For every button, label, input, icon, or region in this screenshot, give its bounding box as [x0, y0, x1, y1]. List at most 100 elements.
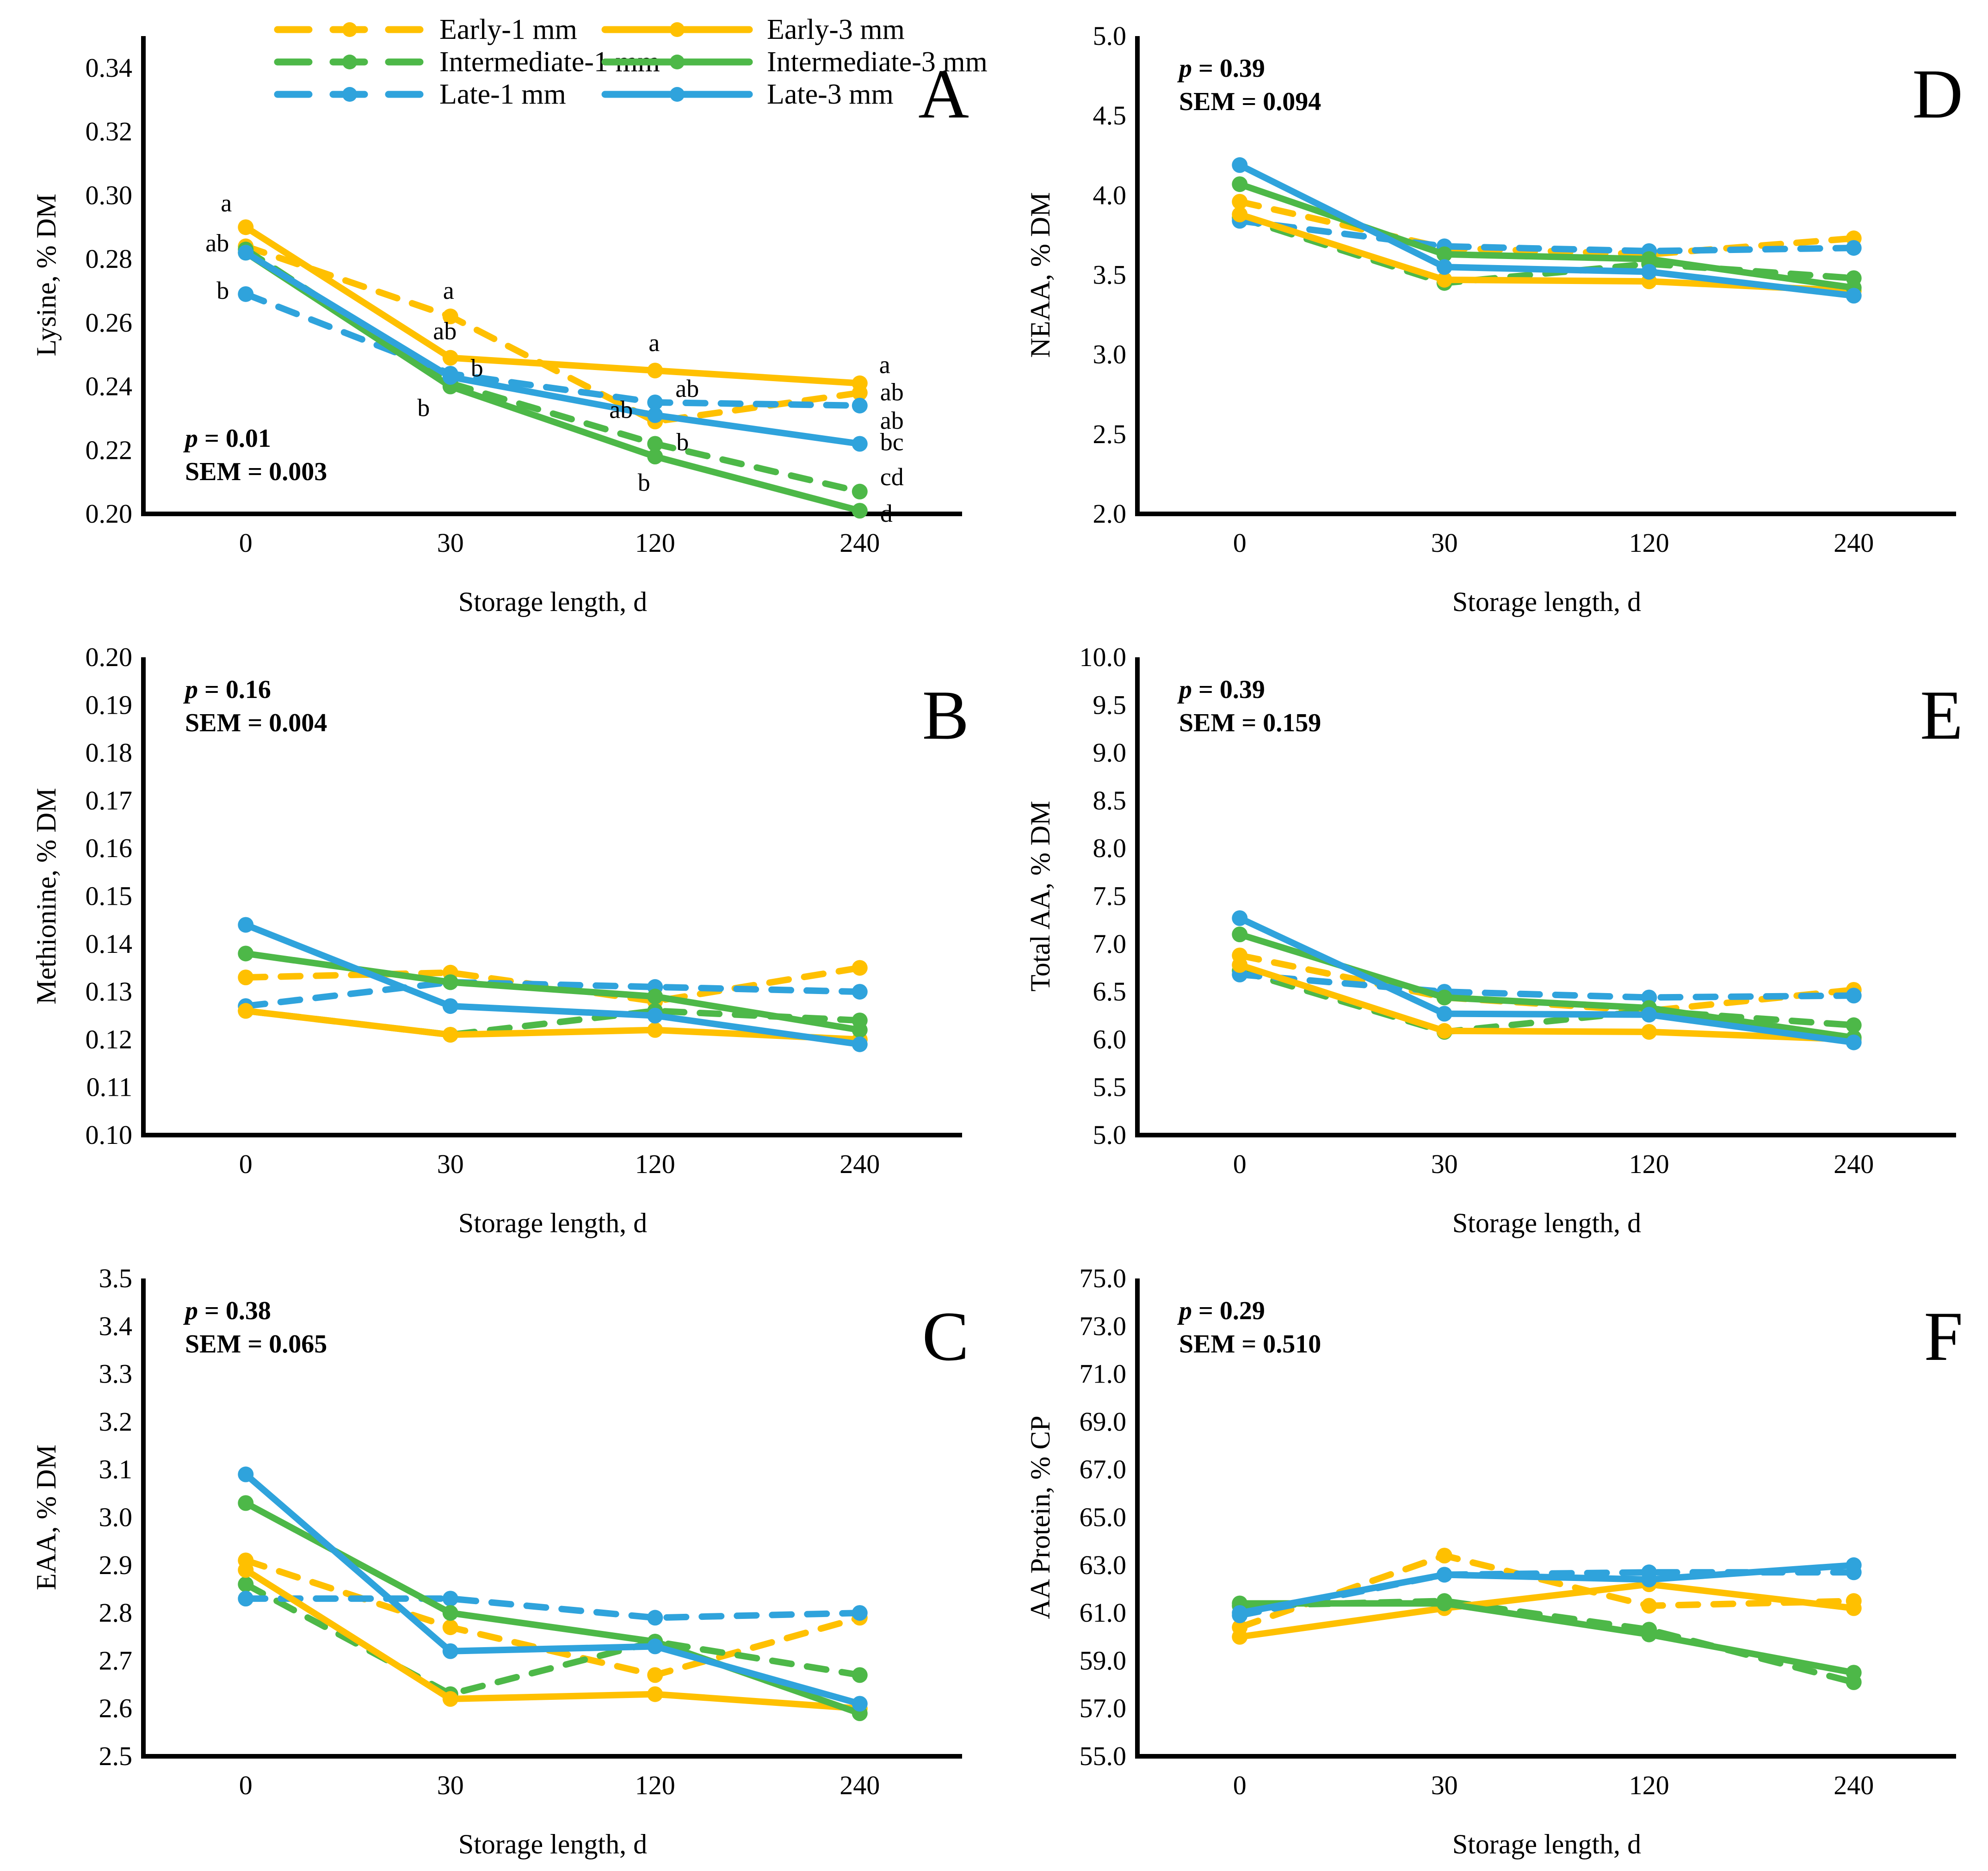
x-tick-labels: 0 30 120 240: [239, 1770, 880, 1800]
sig-letter: ab: [675, 375, 699, 402]
series-line-late-3-mm: [1236, 1562, 1857, 1617]
data-point-late-3-mm: [852, 436, 868, 452]
series-late-3-mm: [238, 917, 868, 1052]
legend-item-label: Late-1 mm: [439, 79, 566, 110]
p-value-label: p = 0.16: [183, 675, 271, 704]
p-value-label: p = 0.39: [1177, 675, 1265, 704]
data-point-intermediate-3-mm: [442, 1605, 458, 1621]
panel-total-aa: 10.0 9.5 9.0 8.5 8.0 7.5 7.0 6.5 6.0 5.5 5.0 0 30 120…: [1013, 629, 1988, 1250]
axes: [1135, 657, 1956, 1137]
sig-letter: d: [880, 500, 893, 527]
data-point-late-3-mm: [442, 1643, 458, 1659]
y-tick-label: 2.6: [99, 1693, 133, 1723]
y-tick-label: 71.0: [1080, 1359, 1127, 1389]
series-early-3-mm: [1232, 957, 1862, 1048]
sig-letter: cd: [880, 463, 904, 491]
panel-letter-f: F: [1924, 1297, 1963, 1375]
y-tick-label: 0.12: [86, 1024, 133, 1054]
x-tick-label: 0: [1233, 1149, 1247, 1179]
data-point-late-1-mm: [238, 1591, 254, 1607]
data-point-late-3-mm: [442, 369, 458, 385]
sig-letter: a: [443, 277, 454, 304]
axes: [141, 36, 962, 516]
y-tick-labels: 0.34 0.32 0.30 0.28 0.26 0.24 0.22 0.20: [86, 53, 133, 529]
y-tick-label: 73.0: [1080, 1311, 1127, 1341]
y-tick-labels: 10.0 9.5 9.0 8.5 8.0 7.5 7.0 6.5 6.0 5.5 5.0: [1080, 642, 1127, 1150]
data-point-early-1-mm: [1232, 194, 1248, 210]
y-tick-label: 61.0: [1080, 1598, 1127, 1628]
x-tick-label: 0: [239, 1770, 253, 1800]
y-tick-label: 0.34: [86, 53, 133, 83]
y-tick-label: 0.26: [86, 308, 133, 338]
data-point-early-3-mm: [238, 1003, 254, 1019]
sig-letter: bc: [880, 428, 904, 456]
sig-letter: a: [879, 351, 890, 379]
x-tick-labels: 0 30 120 240: [1233, 1149, 1874, 1179]
x-tick-label: 30: [1431, 1149, 1458, 1179]
data-point-late-1-mm: [442, 1591, 458, 1607]
series-line-late-3-mm: [242, 249, 863, 447]
y-axis-title: NEAA, % DM: [1025, 192, 1056, 358]
y-tick-labels: 5.0 4.5 4.0 3.5 3.0 2.5 2.0: [1093, 21, 1127, 529]
data-point-early-1-mm: [1436, 1548, 1452, 1564]
panel-aa-protein: 75.0 73.0 71.0 69.0 67.0 65.0 63.0 61.0 59.0 57.0…: [1013, 1250, 1988, 1871]
data-point-late-1-mm: [852, 984, 868, 1000]
data-point-intermediate-3-mm: [852, 1022, 868, 1038]
series-line-intermediate-3-mm: [1236, 1600, 1857, 1676]
x-tick-label: 0: [239, 1149, 253, 1179]
data-point-intermediate-3-mm: [1436, 1595, 1452, 1612]
data-point-early-3-mm: [647, 1022, 663, 1038]
x-tick-label: 30: [437, 1770, 464, 1800]
data-point-early-3-mm: [1232, 1629, 1248, 1645]
data-point-intermediate-3-mm: [1232, 926, 1248, 943]
y-tick-label: 0.17: [86, 785, 133, 815]
data-point-late-3-mm: [647, 407, 663, 423]
chart-methionine: 0.20 0.19 0.18 0.17 0.16 0.15 0.14 0.13 0.12 0.11…: [31, 642, 969, 1238]
panel-letter-e: E: [1920, 676, 1963, 754]
series-line-early-1-mm: [1236, 198, 1857, 258]
axes: [1135, 1278, 1956, 1759]
data-point-late-3-mm: [647, 1007, 663, 1024]
x-tick-labels: 0 30 120 240: [1233, 528, 1874, 558]
series-early-3-mm: [1232, 1576, 1862, 1645]
y-tick-label: 59.0: [1080, 1645, 1127, 1675]
sem-label: SEM = 0.510: [1179, 1330, 1321, 1358]
y-tick-label: 0.32: [86, 117, 133, 147]
series-line-intermediate-1-mm: [1236, 1598, 1857, 1686]
y-tick-label: 0.19: [86, 690, 133, 720]
legend-item-early-3-mm: Early-3 mm: [601, 14, 905, 45]
data-point-intermediate-3-mm: [238, 945, 254, 962]
x-tick-labels: 0 30 120 240: [1233, 1770, 1874, 1800]
panel-methionine: 0.20 0.19 0.18 0.17 0.16 0.15 0.14 0.13 0.12 0.11…: [19, 629, 1013, 1250]
y-tick-label: 0.11: [86, 1072, 132, 1102]
data-point-late-3-mm: [852, 1696, 868, 1712]
p-value-label: p = 0.01: [183, 424, 271, 453]
data-point-early-1-mm: [442, 1619, 458, 1636]
data-point-intermediate-1-mm: [647, 436, 663, 452]
series-line-late-1-mm: [242, 979, 863, 1010]
y-axis-title: Total AA, % DM: [1025, 801, 1056, 991]
series-late-1-mm: [1232, 213, 1862, 259]
y-tick-label: 5.0: [1093, 1120, 1127, 1150]
series-line-late-1-mm: [242, 290, 863, 409]
y-tick-label: 3.3: [99, 1359, 133, 1389]
data-point-early-3-mm: [442, 1691, 458, 1707]
y-tick-label: 3.5: [1093, 260, 1127, 290]
series-late-3-mm: [1232, 910, 1862, 1050]
p-value-label: p = 0.38: [183, 1297, 271, 1325]
data-point-early-1-mm: [442, 309, 458, 325]
y-tick-label: 55.0: [1080, 1741, 1127, 1771]
data-point-early-1-mm: [852, 960, 868, 976]
y-tick-label: 5.5: [1093, 1072, 1127, 1102]
x-tick-label: 240: [840, 528, 880, 558]
series-late-3-mm: [1232, 1557, 1862, 1621]
data-point-intermediate-3-mm: [1436, 989, 1452, 1006]
data-point-early-3-mm: [1641, 1024, 1657, 1040]
sem-label: SEM = 0.094: [1179, 87, 1321, 116]
series-intermediate-3-mm: [1232, 1595, 1862, 1681]
y-tick-label: 0.20: [86, 642, 133, 672]
sem-label: SEM = 0.159: [1179, 709, 1321, 737]
data-point-early-3-mm: [442, 1027, 458, 1043]
data-point-late-3-mm: [1846, 288, 1862, 304]
data-point-intermediate-3-mm: [1641, 251, 1657, 267]
